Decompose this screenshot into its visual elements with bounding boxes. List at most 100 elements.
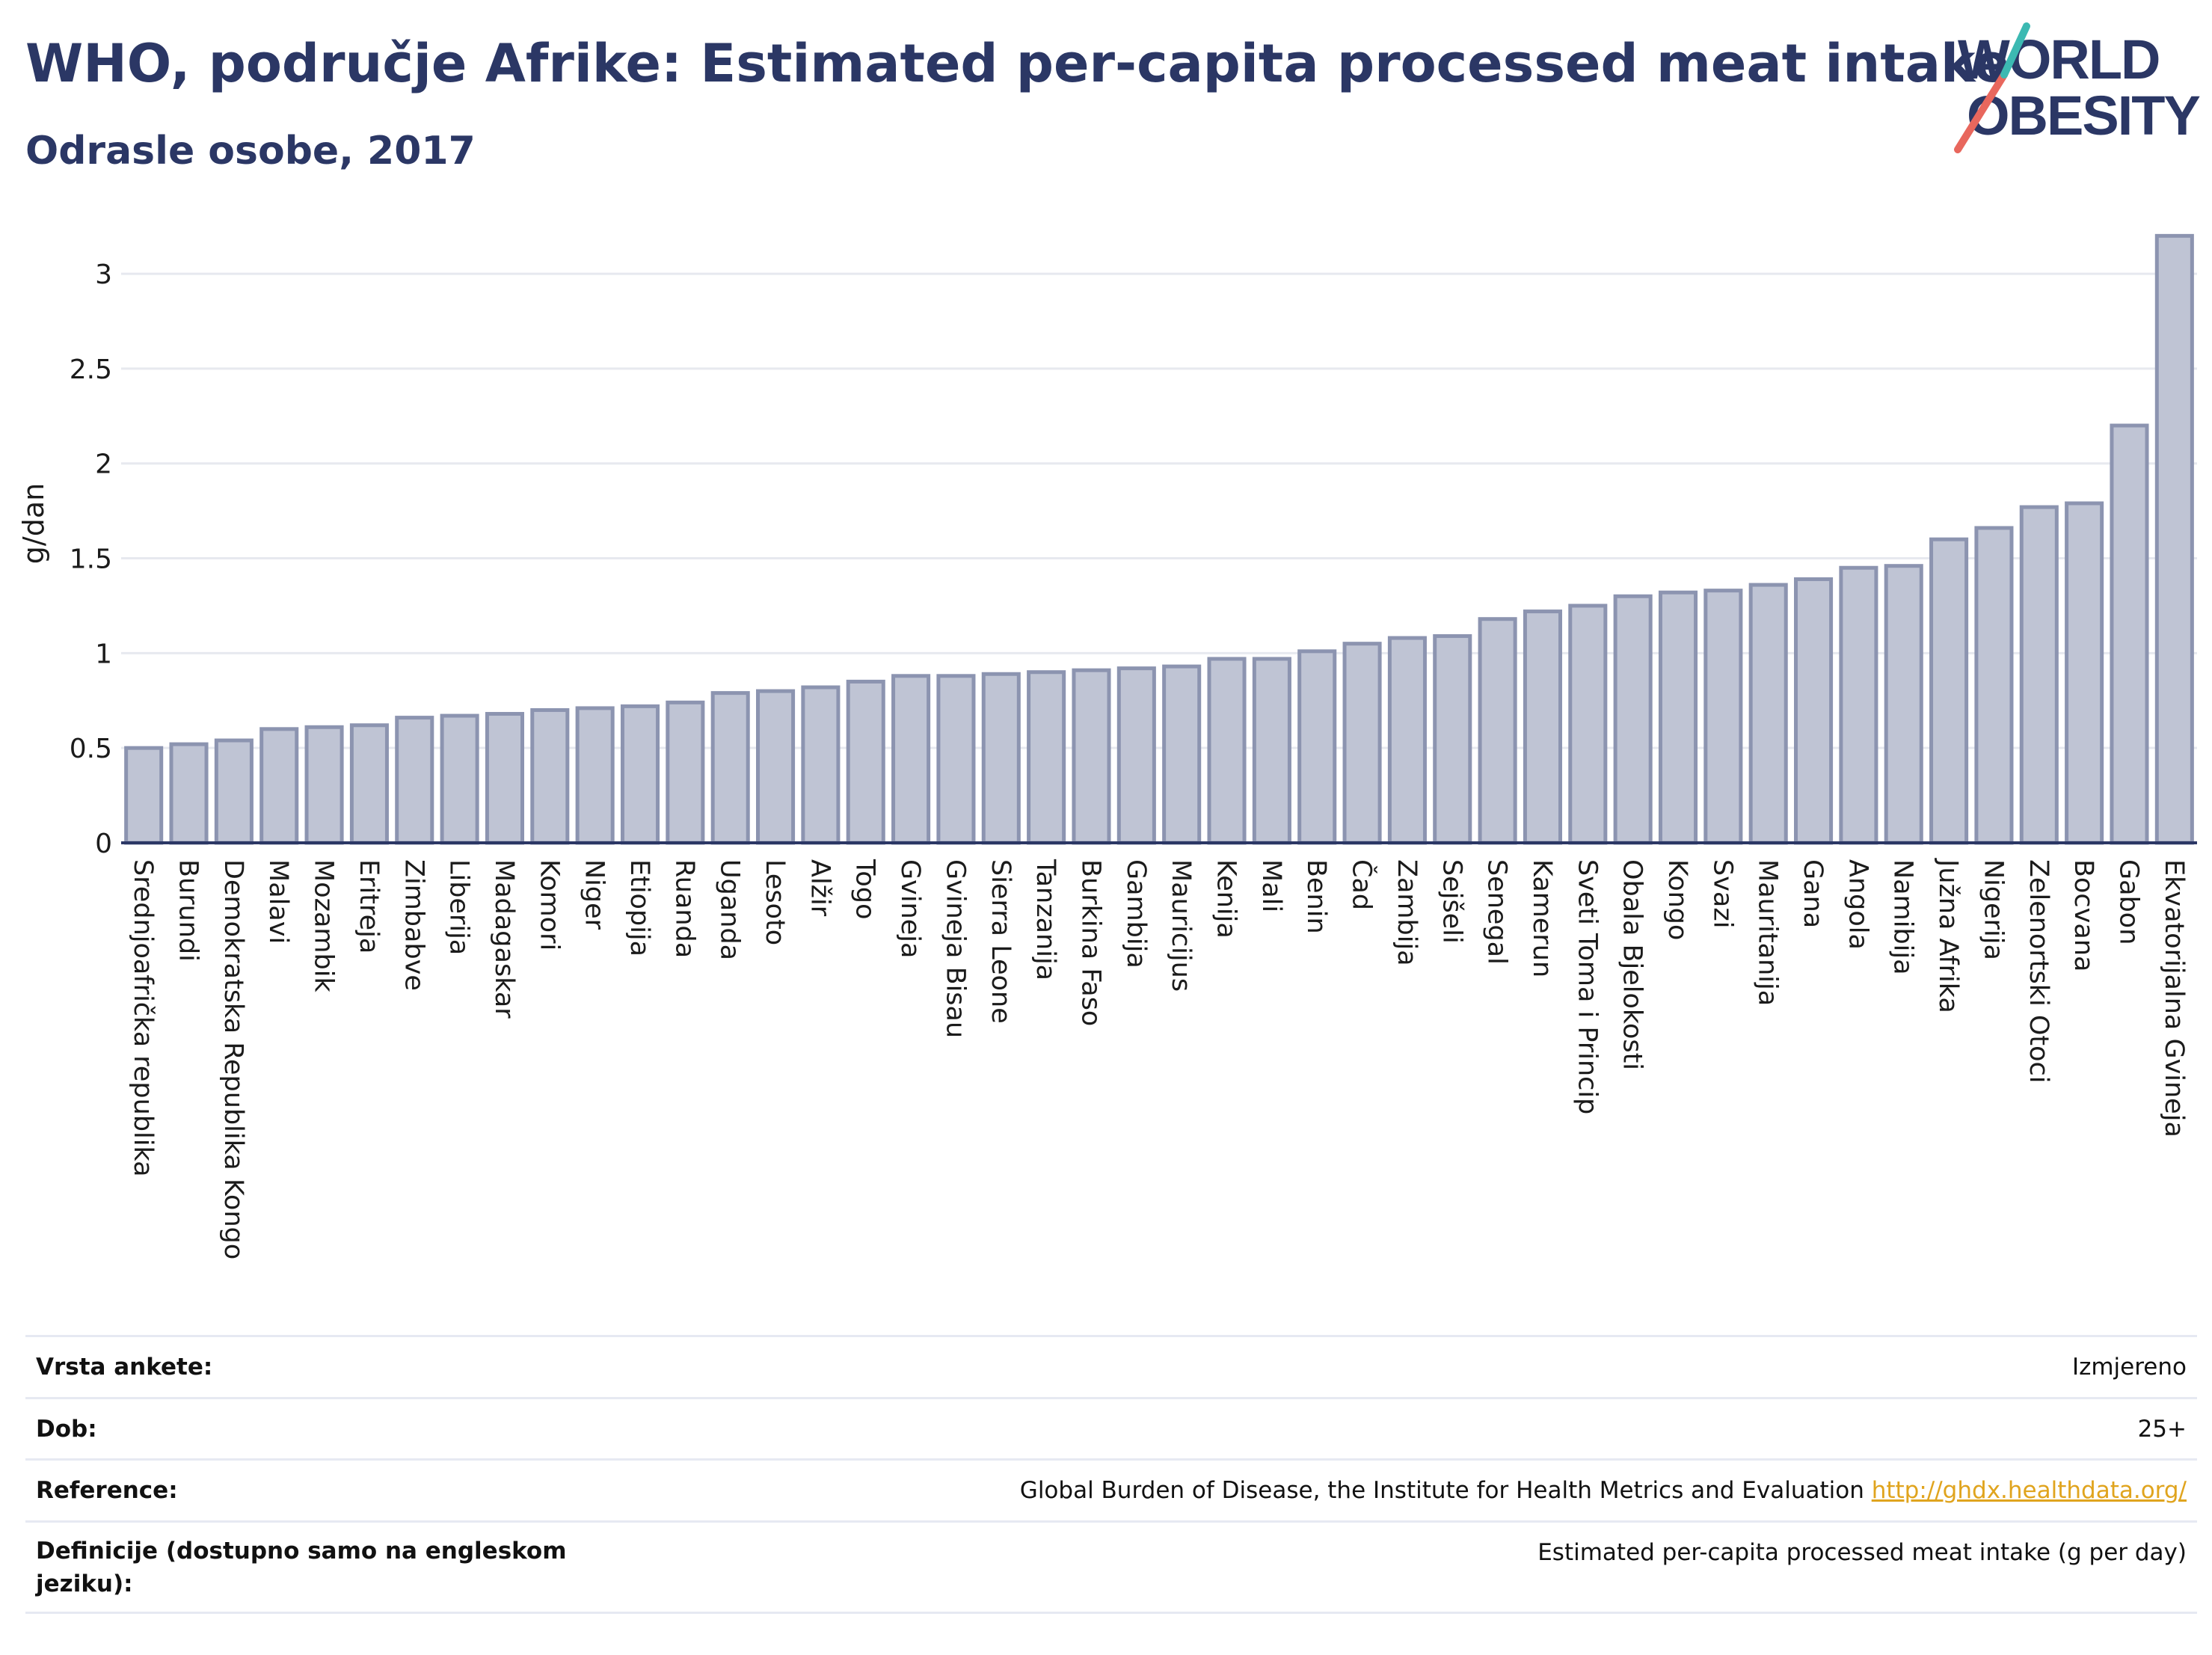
bar[interactable] <box>2019 505 2059 845</box>
x-tick-label: Senegal <box>1482 859 1512 965</box>
bar[interactable] <box>1839 565 1878 845</box>
x-axis-labels: Srednjoafrička republika Burundi Demokrats… <box>128 858 2189 1259</box>
bar[interactable] <box>666 700 705 845</box>
bar[interactable] <box>1974 526 2014 845</box>
bar[interactable] <box>214 738 254 845</box>
x-tick-label: Mali <box>1256 859 1286 912</box>
bar[interactable] <box>1387 636 1427 845</box>
bar[interactable] <box>981 672 1021 845</box>
bar[interactable] <box>1342 642 1382 845</box>
bar[interactable] <box>2065 501 2104 845</box>
bar[interactable] <box>1072 668 1111 845</box>
bar[interactable] <box>1703 589 1743 845</box>
x-tick-label: Obala Bjelokosti <box>1617 859 1647 1070</box>
bar-chart: 0 0.5 1 1.5 2 2.5 3 Srednjoafrička republika Bu… <box>17 233 2197 1259</box>
x-tick-label: Mozambik <box>309 859 339 992</box>
x-tick-label: Demokratska Republika Kongo <box>218 859 248 1259</box>
x-tick-label: Sejšeli <box>1437 859 1466 944</box>
bar[interactable] <box>1748 583 1788 845</box>
x-tick-label: Ekvatorijalna Gvineja <box>2159 859 2189 1137</box>
bar[interactable] <box>1523 610 1562 845</box>
metadata-row: Definicije (dostupno samo na engleskom j… <box>25 1520 2197 1612</box>
x-tick-label: Nigerija <box>1978 859 2008 960</box>
chart-subtitle: Odrasle osobe, 2017 <box>25 129 476 174</box>
metadata-bottom-border <box>25 1612 2197 1614</box>
bar[interactable] <box>1568 604 1608 845</box>
x-tick-label: Bocvana <box>2068 859 2098 971</box>
metadata-value: 25+ <box>2137 1416 2187 1443</box>
x-tick-label: Benin <box>1301 859 1331 934</box>
bar[interactable] <box>891 674 931 845</box>
bar[interactable] <box>124 746 164 845</box>
bar[interactable] <box>801 685 841 845</box>
bar[interactable] <box>349 723 389 845</box>
metadata-key: Vrsta ankete: <box>36 1354 213 1381</box>
x-tick-label: Kenija <box>1211 859 1241 939</box>
bar[interactable] <box>1794 577 1834 845</box>
reference-link[interactable]: http://ghdx.healthdata.org/ <box>1871 1477 2187 1504</box>
bar[interactable] <box>1613 594 1653 845</box>
bar[interactable] <box>169 742 209 845</box>
bar[interactable] <box>2154 233 2194 845</box>
bar[interactable] <box>440 713 479 845</box>
bar[interactable] <box>259 727 299 845</box>
metadata-key: Reference: <box>36 1477 178 1504</box>
x-tick-label: Sveti Toma i Princip <box>1572 859 1602 1114</box>
x-tick-label: Gabon <box>2113 859 2143 945</box>
bar[interactable] <box>395 716 434 845</box>
x-tick-label: Kamerun <box>1527 859 1557 977</box>
x-tick-label: Tanzanija <box>1030 859 1060 980</box>
x-tick-label: Kongo <box>1662 859 1692 940</box>
x-tick-label: Komori <box>534 859 564 951</box>
x-tick-label: Togo <box>850 859 880 919</box>
bar[interactable] <box>1027 670 1066 845</box>
x-tick-label: Zelenortski Otoci <box>2024 859 2053 1083</box>
bar[interactable] <box>1162 664 1202 845</box>
bar[interactable] <box>936 674 976 845</box>
bar[interactable] <box>530 707 570 845</box>
bar[interactable] <box>710 691 750 845</box>
x-tick-label: Namibija <box>1888 859 1918 975</box>
bar[interactable] <box>1297 649 1337 845</box>
x-tick-label: Niger <box>580 859 609 930</box>
x-tick-label: Zimbabve <box>399 859 428 991</box>
x-tick-label: Gana <box>1798 859 1828 928</box>
bar[interactable] <box>1929 537 1969 845</box>
bar[interactable] <box>1884 564 1923 845</box>
logo-line2: OBESITY <box>1967 85 2200 147</box>
bar[interactable] <box>485 712 524 845</box>
x-tick-label: Gvineja <box>895 859 925 958</box>
y-tick-label: 2 <box>95 449 112 480</box>
bar[interactable] <box>620 704 660 845</box>
bar[interactable] <box>2110 423 2149 845</box>
metadata-key: Dob: <box>36 1416 97 1443</box>
x-tick-label: Alžir <box>805 859 835 917</box>
y-tick-label: 0.5 <box>70 734 112 764</box>
bar[interactable] <box>1478 617 1517 845</box>
x-tick-label: Svazi <box>1707 859 1737 928</box>
x-tick-label: Zambija <box>1392 859 1422 966</box>
bar[interactable] <box>1658 590 1698 845</box>
x-tick-label: Eritreja <box>354 859 384 954</box>
bars <box>124 233 2194 845</box>
bar[interactable] <box>575 706 615 845</box>
x-tick-label: Malavi <box>263 859 293 944</box>
x-tick-label: Mauritanija <box>1753 859 1783 1006</box>
metadata-row: Vrsta ankete: Izmjereno <box>25 1335 2197 1399</box>
y-tick-label: 1.5 <box>70 544 112 575</box>
bar[interactable] <box>756 689 796 845</box>
y-axis-ticks: 0 0.5 1 1.5 2 2.5 3 <box>70 260 112 859</box>
bar[interactable] <box>846 679 885 845</box>
metadata-row: Dob: 25+ <box>25 1397 2197 1461</box>
bar[interactable] <box>1252 657 1291 845</box>
bar[interactable] <box>1207 657 1247 845</box>
y-tick-label: 2.5 <box>70 354 112 385</box>
bar[interactable] <box>1116 666 1156 845</box>
metadata-value: Izmjereno <box>2071 1354 2187 1381</box>
world-obesity-logo: WORLD OBESITY <box>1954 22 2202 153</box>
x-tick-label: Ruanda <box>669 859 699 958</box>
bar[interactable] <box>304 725 344 845</box>
metadata-key: Definicije (dostupno samo na engleskom j… <box>36 1538 567 1597</box>
metadata-row: Reference: Global Burden of Disease, the … <box>25 1458 2197 1523</box>
bar[interactable] <box>1433 634 1472 845</box>
